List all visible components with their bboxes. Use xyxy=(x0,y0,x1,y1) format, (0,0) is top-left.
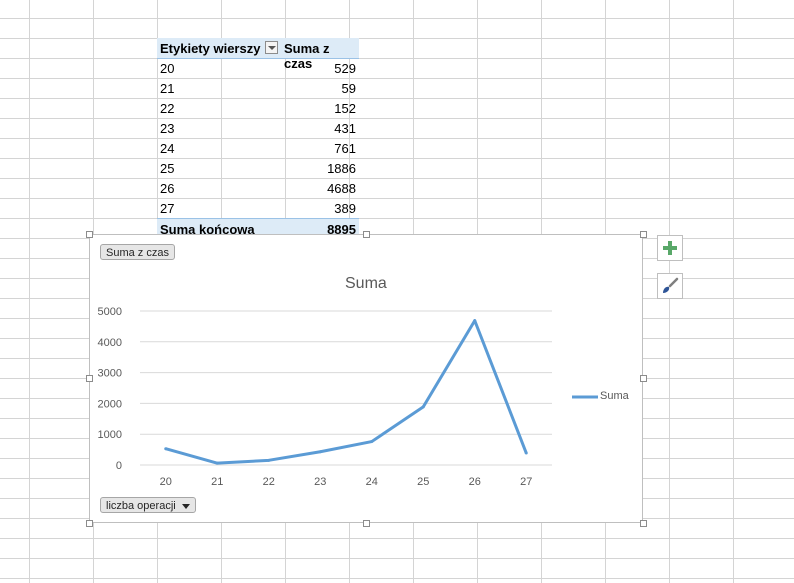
data-point[interactable] xyxy=(524,451,528,455)
row-label: 23 xyxy=(160,121,175,136)
y-tick-label: 1000 xyxy=(98,429,122,441)
row-value: 761 xyxy=(334,141,356,156)
y-tick-label: 0 xyxy=(116,460,122,472)
data-point[interactable] xyxy=(267,458,271,462)
pivot-header-row: Etykiety wierszy Suma z czas xyxy=(157,38,359,71)
x-tick-label: 23 xyxy=(314,476,326,488)
data-point[interactable] xyxy=(215,461,219,465)
pivot-total-row[interactable]: Suma końcowa 8895 xyxy=(157,218,359,239)
data-point[interactable] xyxy=(421,405,425,409)
x-tick-label: 26 xyxy=(469,476,481,488)
row-value: 152 xyxy=(334,101,356,116)
x-tick-label: 27 xyxy=(520,476,532,488)
total-value: 8895 xyxy=(327,222,356,237)
series-line[interactable] xyxy=(165,319,528,465)
value-field-button[interactable]: Suma z czas xyxy=(100,244,175,260)
chevron-down-icon xyxy=(181,503,190,509)
y-tick-label: 4000 xyxy=(98,337,122,349)
row-label: 27 xyxy=(160,201,175,216)
data-point[interactable] xyxy=(164,447,168,451)
total-label: Suma końcowa xyxy=(160,222,255,237)
pivot-row[interactable]: 26 4688 xyxy=(157,178,359,198)
pivot-row[interactable]: 21 59 xyxy=(157,78,359,98)
y-tick-label: 5000 xyxy=(98,306,122,318)
resize-handle-top-right[interactable] xyxy=(640,231,647,238)
chart-title[interactable]: Suma xyxy=(345,275,387,292)
row-value: 389 xyxy=(334,201,356,216)
pivot-row[interactable]: 20 529 xyxy=(157,58,359,78)
resize-handle-bottom[interactable] xyxy=(363,520,370,527)
resize-handle-top-left[interactable] xyxy=(86,231,93,238)
axis-field-label: liczba operacji xyxy=(106,500,176,512)
dropdown-filter-icon[interactable] xyxy=(265,41,278,54)
row-value: 4688 xyxy=(327,181,356,196)
y-tick-label: 2000 xyxy=(98,398,122,410)
data-point[interactable] xyxy=(318,450,322,454)
data-point[interactable] xyxy=(473,319,477,323)
chart-styles-button[interactable] xyxy=(657,273,683,299)
resize-handle-right[interactable] xyxy=(640,375,647,382)
row-label: 21 xyxy=(160,81,175,96)
pivot-chart[interactable]: 0 1000 2000 3000 4000 5000 20 21 22 23 24 25 26 27 S… xyxy=(89,234,643,523)
pivot-row[interactable]: 27 389 xyxy=(157,198,359,218)
row-labels-header[interactable]: Etykiety wierszy xyxy=(160,41,261,56)
x-tick-label: 21 xyxy=(211,476,223,488)
resize-handle-bottom-right[interactable] xyxy=(640,520,647,527)
x-tick-label: 24 xyxy=(366,476,378,488)
row-label: 22 xyxy=(160,101,175,116)
plus-icon xyxy=(663,241,677,255)
x-tick-label: 25 xyxy=(417,476,429,488)
row-value: 59 xyxy=(341,81,356,96)
chart-plot: 0 1000 2000 3000 4000 5000 20 21 22 23 24 25 26 27 xyxy=(98,306,598,488)
row-label: 24 xyxy=(160,141,175,156)
pivot-row[interactable]: 24 761 xyxy=(157,138,359,158)
axis-field-button[interactable]: liczba operacji xyxy=(100,497,196,513)
x-tick-label: 20 xyxy=(160,476,172,488)
pivot-row[interactable]: 23 431 xyxy=(157,118,359,138)
row-label: 25 xyxy=(160,161,175,176)
paintbrush-icon xyxy=(663,277,679,293)
x-tick-label: 22 xyxy=(263,476,275,488)
row-value: 1886 xyxy=(327,161,356,176)
pivot-row[interactable]: 22 152 xyxy=(157,98,359,118)
resize-handle-top[interactable] xyxy=(363,231,370,238)
row-value: 431 xyxy=(334,121,356,136)
resize-handle-bottom-left[interactable] xyxy=(86,520,93,527)
value-field-header[interactable]: Suma z czas xyxy=(284,41,330,71)
row-value: 529 xyxy=(334,61,356,76)
resize-handle-left[interactable] xyxy=(86,375,93,382)
legend-entry-label[interactable]: Suma xyxy=(600,390,629,402)
row-label: 20 xyxy=(160,61,175,76)
y-tick-label: 3000 xyxy=(98,368,122,380)
row-label: 26 xyxy=(160,181,175,196)
chart-elements-button[interactable] xyxy=(657,235,683,261)
data-point[interactable] xyxy=(370,440,374,444)
pivot-row[interactable]: 25 1886 xyxy=(157,158,359,178)
